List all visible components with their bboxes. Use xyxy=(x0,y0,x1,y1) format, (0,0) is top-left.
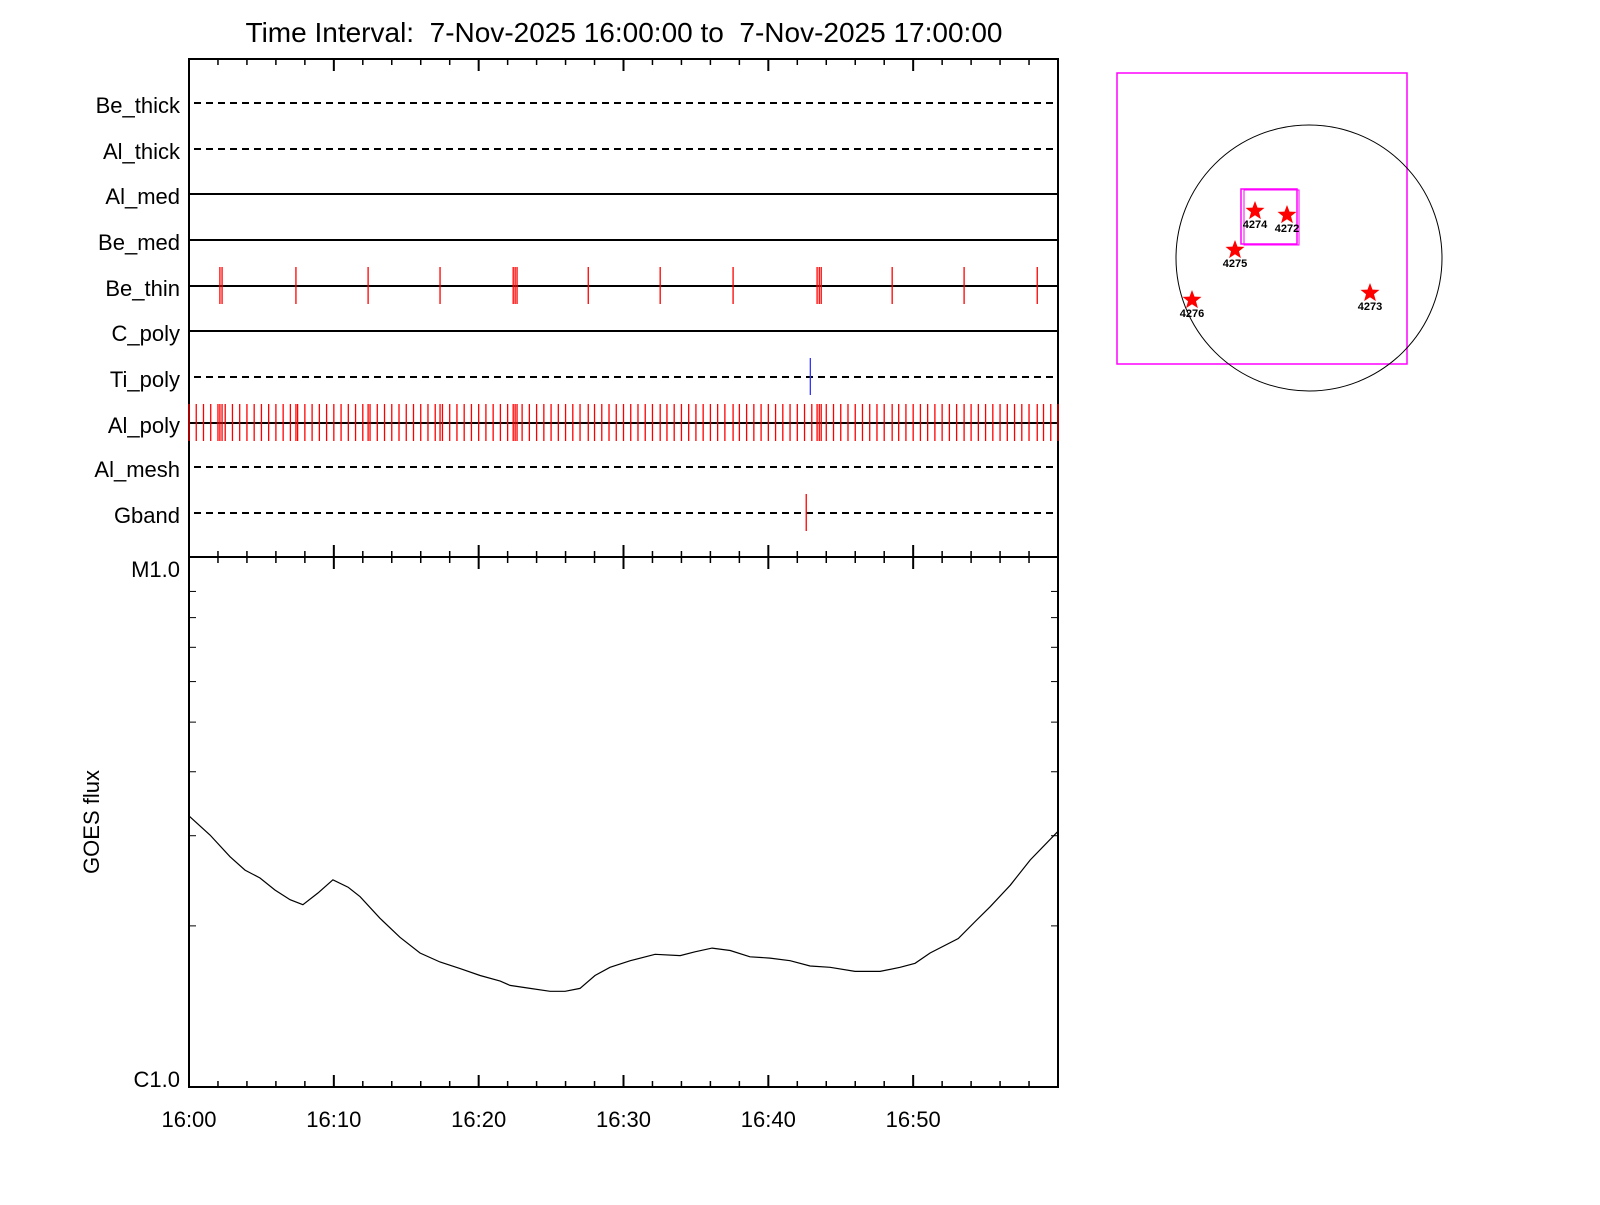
row-label-c_poly: C_poly xyxy=(112,321,180,346)
x-tick-label: 16:00 xyxy=(161,1107,216,1132)
row-label-be_med: Be_med xyxy=(98,230,180,255)
active-region-star xyxy=(1225,240,1245,259)
x-tick-label: 16:10 xyxy=(306,1107,361,1132)
timeline-frame xyxy=(188,58,1059,558)
active-region-label: 4276 xyxy=(1180,308,1204,320)
active-region-star xyxy=(1245,201,1265,220)
row-label-al_med: Al_med xyxy=(105,184,180,209)
active-region-label: 4273 xyxy=(1358,301,1382,313)
y-axis-label: GOES flux xyxy=(79,770,104,874)
row-label-gband: Gband xyxy=(114,503,180,528)
fov-box-small-2 xyxy=(1243,189,1300,246)
row-label-al_poly: Al_poly xyxy=(108,413,180,438)
filter-timeline-panel: Be_thick Al_thick Al_med Be_med Be_thin C_pol… xyxy=(94,58,1059,558)
active-region-star xyxy=(1182,290,1202,309)
solar-limb xyxy=(1175,124,1443,392)
active-region-star xyxy=(1360,283,1380,302)
fov-box-large xyxy=(1116,72,1408,365)
chart-title: Time Interval: 7-Nov-2025 16:00:00 to 7-… xyxy=(246,17,1003,48)
y-tick-label-bottom: C1.0 xyxy=(134,1067,180,1092)
active-region-label: 4275 xyxy=(1223,258,1247,270)
row-label-al_thick: Al_thick xyxy=(103,139,181,164)
x-tick-label: 16:20 xyxy=(451,1107,506,1132)
row-label-be_thin: Be_thin xyxy=(105,276,180,301)
active-region-label: 4272 xyxy=(1275,223,1299,235)
row-label-al_mesh: Al_mesh xyxy=(94,457,180,482)
goes-flux-panel: M1.0 C1.0 GOES flux 16:00 16:10 16:20 16:30… xyxy=(79,556,1059,1132)
y-tick-label-top: M1.0 xyxy=(131,557,180,582)
active-region-label: 4274 xyxy=(1243,219,1268,231)
goes-frame xyxy=(188,556,1059,1088)
goes-flux-line xyxy=(188,815,1059,992)
active-region-star xyxy=(1277,205,1297,224)
x-tick-label: 16:50 xyxy=(886,1107,941,1132)
row-label-ti_poly: Ti_poly xyxy=(110,367,180,392)
x-tick-label: 16:40 xyxy=(741,1107,796,1132)
fov-box-small xyxy=(1240,188,1298,245)
solar-disk-map: 4274 4272 4275 4276 4273 xyxy=(1116,72,1443,392)
x-tick-label: 16:30 xyxy=(596,1107,651,1132)
row-label-be_thick: Be_thick xyxy=(96,93,181,118)
